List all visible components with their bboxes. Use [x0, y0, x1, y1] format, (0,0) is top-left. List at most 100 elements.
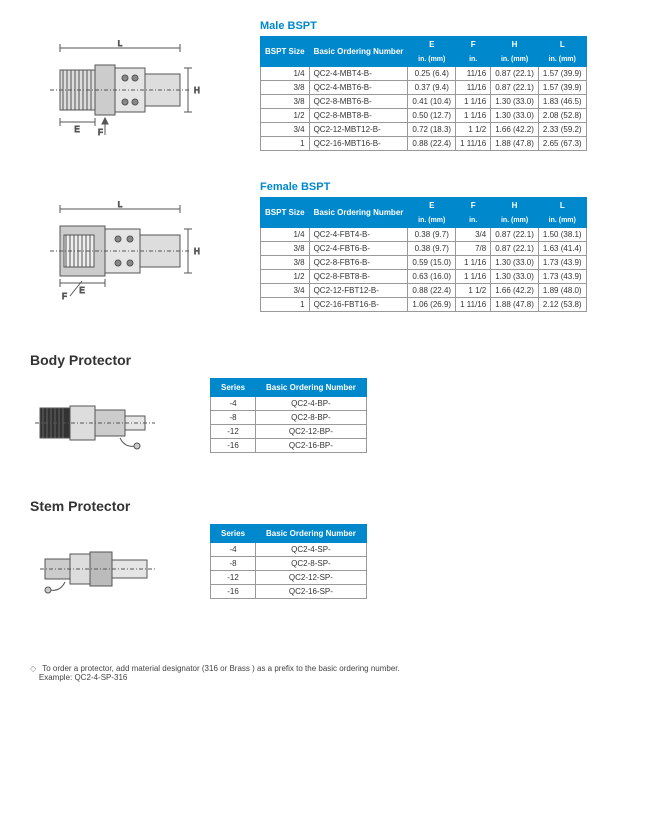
table-cell: 1 1/16 [456, 270, 491, 284]
table-cell: QC2-4-MBT6-B- [309, 81, 408, 95]
table-cell: 1.73 (43.9) [538, 256, 586, 270]
table-cell: 1 1/2 [456, 284, 491, 298]
table-cell: QC2-16-FBT16-B- [309, 298, 408, 312]
table-cell: -8 [211, 411, 256, 425]
table-cell: QC2-12-SP- [256, 571, 367, 585]
table-cell: 1.30 (33.0) [491, 270, 539, 284]
table-cell: 1.73 (43.9) [538, 270, 586, 284]
table-cell: 1 11/16 [456, 137, 491, 151]
table-cell: -12 [211, 425, 256, 439]
table-cell: 1 1/16 [456, 95, 491, 109]
table-cell: 3/4 [261, 123, 310, 137]
table-cell: 1.83 (46.5) [538, 95, 586, 109]
col-series: Series [211, 379, 256, 397]
table-cell: -16 [211, 585, 256, 599]
stem-protector-table: Series Basic Ordering Number -4QC2-4-SP-… [210, 524, 367, 599]
table-cell: QC2-4-BP- [256, 397, 367, 411]
table-row: 3/8QC2-4-FBT6-B-0.38 (9.7)7/80.87 (22.1)… [261, 242, 587, 256]
male-bspt-table: BSPT Size Basic Ordering Number E F H L … [260, 36, 587, 151]
col-size: BSPT Size [261, 198, 310, 228]
table-cell: 1.88 (47.8) [491, 137, 539, 151]
sub-f: in. [456, 214, 491, 228]
table-row: 1/2QC2-8-FBT8-B-0.63 (16.0)1 1/161.30 (3… [261, 270, 587, 284]
table-cell: 0.38 (9.7) [408, 228, 456, 242]
body-protector-title: Body Protector [30, 352, 620, 368]
table-cell: 1/2 [261, 270, 310, 284]
female-tbody: 1/4QC2-4-FBT4-B-0.38 (9.7)3/40.87 (22.1)… [261, 228, 587, 312]
table-cell: 1.57 (39.9) [538, 67, 586, 81]
female-bspt-diagram: L E F [30, 181, 230, 301]
table-cell: 0.63 (16.0) [408, 270, 456, 284]
svg-text:H: H [194, 86, 200, 95]
table-cell: -12 [211, 571, 256, 585]
table-row: 3/8QC2-8-MBT6-B-0.41 (10.4)1 1/161.30 (3… [261, 95, 587, 109]
male-bspt-title: Male BSPT [260, 20, 620, 32]
table-cell: 0.41 (10.4) [408, 95, 456, 109]
table-cell: QC2-4-MBT4-B- [309, 67, 408, 81]
table-cell: 3/4 [261, 284, 310, 298]
table-cell: 2.12 (53.8) [538, 298, 586, 312]
table-row: 1/4QC2-4-FBT4-B-0.38 (9.7)3/40.87 (22.1)… [261, 228, 587, 242]
table-cell: 1 [261, 137, 310, 151]
male-bspt-diagram: L E [30, 20, 230, 140]
table-cell: 1.30 (33.0) [491, 109, 539, 123]
table-cell: QC2-16-SP- [256, 585, 367, 599]
diamond-icon: ◇ [30, 664, 36, 673]
table-row: -12QC2-12-BP- [211, 425, 367, 439]
table-cell: 3/8 [261, 242, 310, 256]
body-protector-table: Series Basic Ordering Number -4QC2-4-BP-… [210, 378, 367, 453]
stem-protector-section: Stem Protector Series [30, 498, 620, 604]
table-cell: 0.87 (22.1) [491, 81, 539, 95]
table-cell: QC2-16-BP- [256, 439, 367, 453]
col-basic: Basic Ordering Number [309, 37, 408, 67]
stem-protector-title: Stem Protector [30, 498, 620, 514]
table-row: -12QC2-12-SP- [211, 571, 367, 585]
table-row: 1/2QC2-8-MBT8-B-0.50 (12.7)1 1/161.30 (3… [261, 109, 587, 123]
table-cell: 1/4 [261, 228, 310, 242]
table-row: 1/4QC2-4-MBT4-B-0.25 (6.4)11/160.87 (22.… [261, 67, 587, 81]
table-row: 3/4QC2-12-MBT12-B-0.72 (18.3)1 1/21.66 (… [261, 123, 587, 137]
table-cell: 1.57 (39.9) [538, 81, 586, 95]
table-row: -16QC2-16-BP- [211, 439, 367, 453]
table-cell: QC2-12-BP- [256, 425, 367, 439]
table-cell: 11/16 [456, 67, 491, 81]
table-cell: 1/2 [261, 109, 310, 123]
col-l: L [538, 37, 586, 53]
bp-tbody: -4QC2-4-BP--8QC2-8-BP--12QC2-12-BP--16QC… [211, 397, 367, 453]
table-cell: QC2-4-FBT6-B- [309, 242, 408, 256]
sub-l: in. (mm) [538, 214, 586, 228]
table-cell: 0.38 (9.7) [408, 242, 456, 256]
table-cell: 1 11/16 [456, 298, 491, 312]
female-bspt-title: Female BSPT [260, 181, 620, 193]
table-cell: 0.87 (22.1) [491, 242, 539, 256]
table-cell: 1.50 (38.1) [538, 228, 586, 242]
female-bspt-table: BSPT Size Basic Ordering Number E F H L … [260, 197, 587, 312]
table-cell: 1.30 (33.0) [491, 256, 539, 270]
male-bspt-section: L E [30, 20, 620, 151]
sp-tbody: -4QC2-4-SP--8QC2-8-SP--12QC2-12-SP--16QC… [211, 543, 367, 599]
table-cell: 2.33 (59.2) [538, 123, 586, 137]
col-l: L [538, 198, 586, 214]
svg-text:H: H [194, 247, 200, 256]
sub-h: in. (mm) [491, 214, 539, 228]
svg-text:E: E [74, 125, 79, 134]
footnote-line2: Example: QC2-4-SP-316 [39, 673, 127, 682]
table-cell: 2.65 (67.3) [538, 137, 586, 151]
body-protector-diagram [30, 378, 180, 458]
table-cell: 0.25 (6.4) [408, 67, 456, 81]
table-cell: -4 [211, 397, 256, 411]
table-cell: 0.88 (22.4) [408, 137, 456, 151]
svg-text:F: F [62, 292, 67, 301]
table-row: 3/8QC2-8-FBT6-B-0.59 (15.0)1 1/161.30 (3… [261, 256, 587, 270]
table-cell: -16 [211, 439, 256, 453]
table-cell: 7/8 [456, 242, 491, 256]
svg-text:F: F [98, 128, 103, 137]
stem-protector-diagram [30, 524, 180, 604]
col-h: H [491, 37, 539, 53]
table-cell: 1.89 (48.0) [538, 284, 586, 298]
table-cell: QC2-8-MBT6-B- [309, 95, 408, 109]
table-cell: 1.06 (26.9) [408, 298, 456, 312]
table-cell: 1.66 (42.2) [491, 284, 539, 298]
table-cell: 2.08 (52.8) [538, 109, 586, 123]
col-size: BSPT Size [261, 37, 310, 67]
